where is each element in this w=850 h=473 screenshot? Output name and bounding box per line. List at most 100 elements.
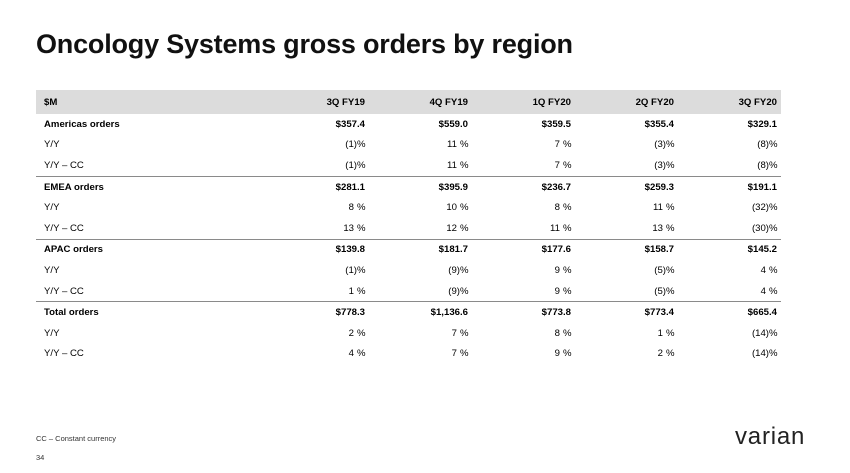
table-row: Y/Y (1)% (9)% 9% (5)% 4% — [36, 260, 781, 281]
cell-value: $281.1 — [266, 175, 369, 198]
percent-value: 9 — [554, 264, 560, 276]
percent-value: 2 — [657, 348, 663, 360]
cell-value: 11% — [369, 135, 472, 156]
percent-sign: % — [769, 139, 778, 151]
cell-value: (9)% — [369, 281, 472, 302]
percent-sign: % — [769, 285, 778, 297]
percent-value: 10 — [446, 202, 457, 214]
percent-value: (9) — [448, 264, 460, 276]
percent-sign: % — [666, 327, 675, 339]
percent-sign: % — [666, 285, 675, 297]
row-label: Y/Y – CC — [44, 285, 84, 297]
percent-value: 7 — [451, 348, 457, 360]
percent-value: (5) — [654, 285, 666, 297]
cell-value: 1% — [266, 281, 369, 302]
varian-logo: varian — [735, 423, 806, 450]
cell-value: (5)% — [575, 260, 678, 281]
percent-sign: % — [460, 222, 469, 234]
percent-value: 12 — [446, 222, 457, 234]
percent-sign: % — [357, 202, 366, 214]
table-row: Y/Y – CC 1% (9)% 9% (5)% 4% — [36, 281, 781, 302]
percent-value: (1) — [345, 159, 357, 171]
percent-sign: % — [460, 264, 469, 276]
cell-value: $778.3 — [266, 301, 369, 323]
percent-value: (8) — [757, 159, 769, 171]
cell-value: 8% — [266, 197, 369, 218]
percent-sign: % — [460, 285, 469, 297]
percent-value: 11 — [550, 222, 560, 234]
header-1q-fy20: 1Q FY20 — [532, 96, 571, 108]
row-label: Y/Y — [44, 139, 60, 151]
row-label: EMEA orders — [36, 175, 266, 198]
row-label: Total orders — [36, 301, 266, 323]
cell-value: $665.4 — [678, 301, 781, 323]
percent-value: 11 — [447, 159, 457, 171]
percent-value: 1 — [657, 327, 663, 339]
header-2q-fy20: 2Q FY20 — [635, 96, 674, 108]
cell-value: $355.4 — [644, 118, 674, 130]
cell-value: 11% — [472, 218, 575, 239]
cell-value: $359.5 — [541, 118, 571, 130]
percent-sign: % — [357, 264, 366, 276]
header-3q-fy19: 3Q FY19 — [326, 96, 365, 108]
cell-value: (3)% — [575, 155, 678, 176]
row-label: Y/Y — [44, 327, 60, 339]
table-row: Total orders $778.3 $1,136.6 $773.8 $773.4 $6… — [36, 301, 781, 323]
cell-value: (1)% — [266, 260, 369, 281]
row-label: Y/Y – CC — [44, 222, 84, 234]
percent-sign: % — [460, 348, 469, 360]
cell-value: (1)% — [266, 135, 369, 156]
percent-value: (32) — [751, 202, 769, 214]
percent-value: (3) — [654, 139, 666, 151]
percent-value: (14) — [751, 327, 769, 339]
cell-value: $177.6 — [472, 238, 575, 261]
cell-value: 2% — [575, 344, 678, 365]
percent-value: 7 — [451, 327, 457, 339]
percent-sign: % — [666, 264, 675, 276]
percent-value: 1 — [348, 285, 354, 297]
cell-value: $259.3 — [575, 175, 678, 198]
percent-value: 8 — [348, 202, 354, 214]
percent-sign: % — [460, 202, 469, 214]
cell-value: 9% — [472, 260, 575, 281]
row-label: Y/Y — [44, 202, 60, 214]
percent-sign: % — [563, 264, 572, 276]
percent-sign: % — [563, 202, 572, 214]
percent-sign: % — [563, 348, 572, 360]
cell-value: $357.4 — [335, 118, 365, 130]
orders-table-container: $M 3Q FY19 4Q FY19 1Q FY20 2Q FY20 3Q FY… — [36, 90, 781, 364]
percent-value: 2 — [348, 327, 354, 339]
table-row: Y/Y – CC 13% 12% 11% 13% (30)% — [36, 218, 781, 239]
percent-value: (5) — [654, 264, 666, 276]
cell-value: (32)% — [678, 197, 781, 218]
cell-value: 1% — [575, 323, 678, 344]
table-row: Y/Y 2% 7% 8% 1% (14)% — [36, 323, 781, 344]
percent-sign: % — [563, 139, 572, 151]
percent-value: 9 — [554, 348, 560, 360]
percent-sign: % — [357, 222, 366, 234]
cell-value: 9% — [472, 344, 575, 365]
row-label: Americas orders — [44, 118, 120, 130]
table-row: Y/Y (1)% 11% 7% (3)% (8)% — [36, 135, 781, 156]
cell-value: $145.2 — [678, 238, 781, 261]
percent-value: 4 — [760, 264, 766, 276]
percent-sign: % — [769, 202, 778, 214]
cell-value: 10% — [369, 197, 472, 218]
percent-sign: % — [666, 202, 675, 214]
cell-value: $158.7 — [575, 238, 678, 261]
page-title: Oncology Systems gross orders by region — [36, 29, 573, 59]
percent-value: (1) — [345, 139, 357, 151]
table-row: Americas orders $357.4 $559.0 $359.5 $355.4 $… — [36, 114, 781, 135]
cell-value: 7% — [369, 323, 472, 344]
table-row: Y/Y 8% 10% 8% 11% (32)% — [36, 197, 781, 218]
header-4q-fy19: 4Q FY19 — [429, 96, 468, 108]
percent-value: 4 — [760, 285, 766, 297]
cell-value: 13% — [266, 218, 369, 239]
percent-value: 13 — [343, 222, 354, 234]
cell-value: 4% — [678, 281, 781, 302]
percent-sign: % — [769, 327, 778, 339]
cell-value: $773.4 — [575, 301, 678, 323]
percent-value: 7 — [554, 139, 560, 151]
cell-value: 11% — [575, 197, 678, 218]
percent-value: 8 — [554, 202, 560, 214]
